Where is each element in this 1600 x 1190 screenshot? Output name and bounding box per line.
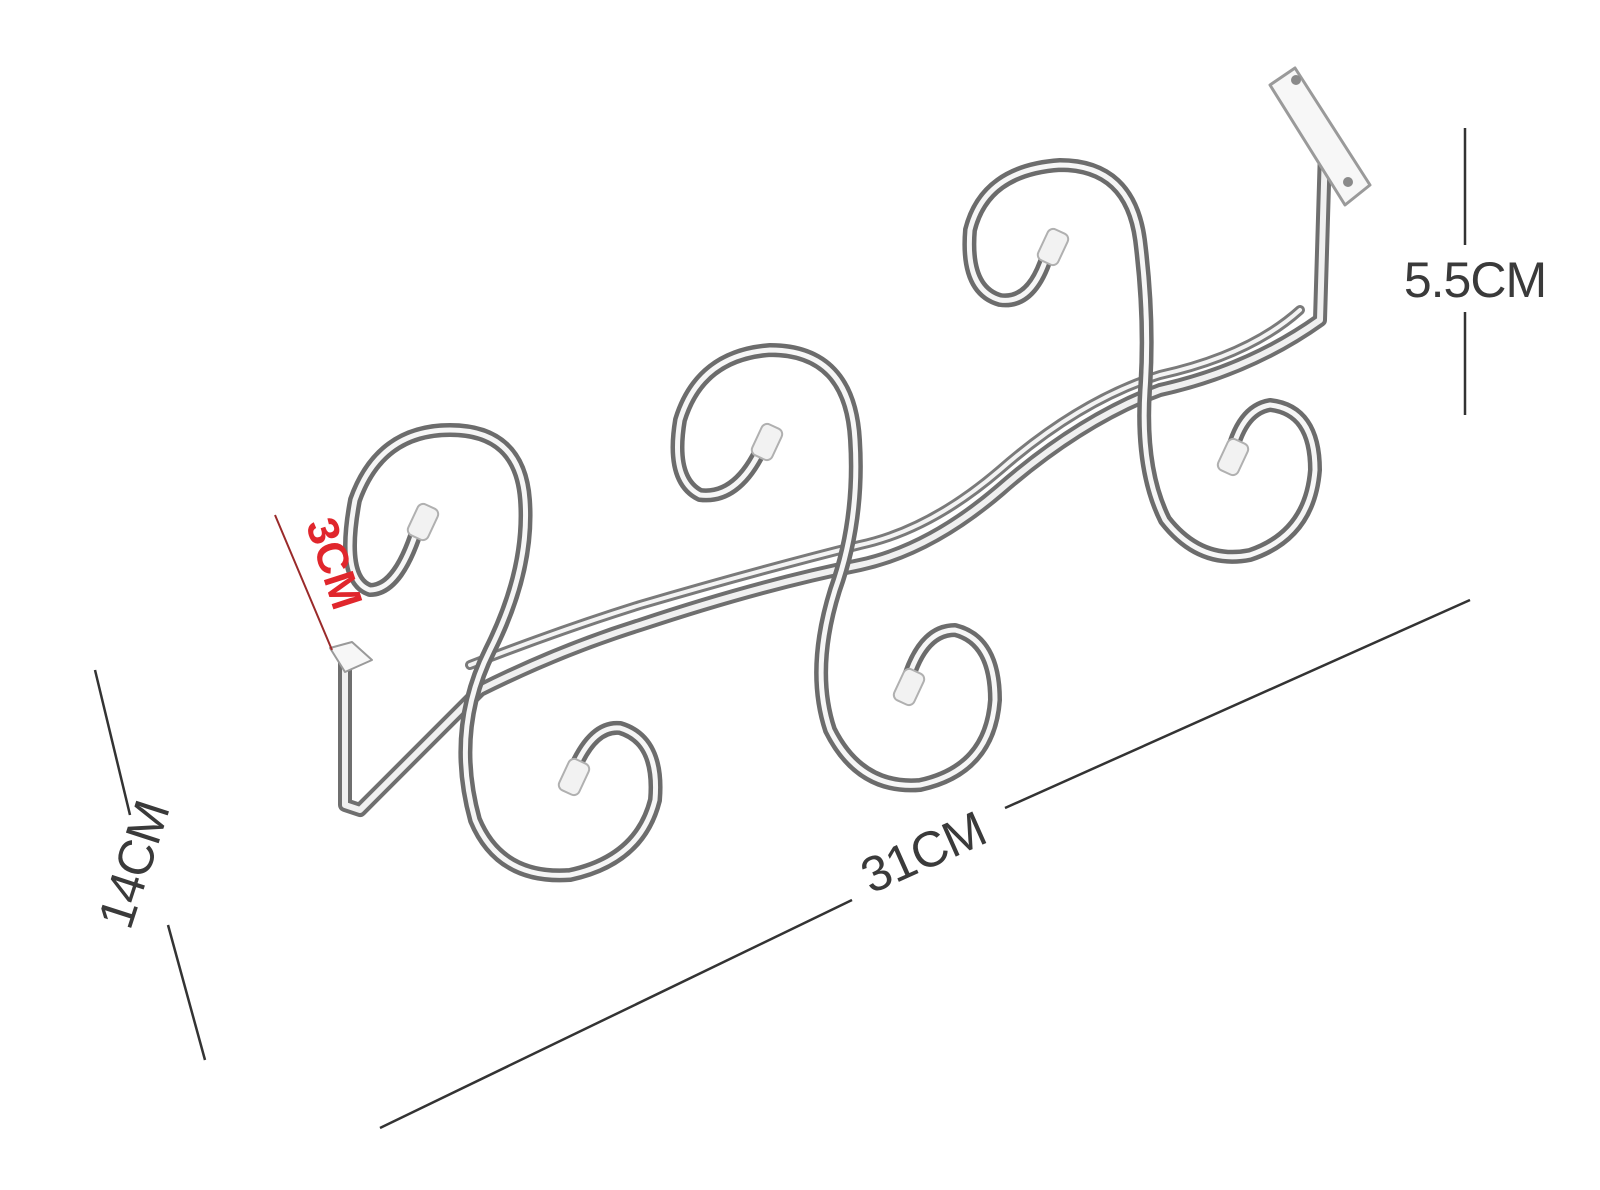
- left-mount-bracket: [329, 641, 373, 673]
- hook-caps: [406, 227, 1250, 797]
- length-dim-line-right: [1004, 598, 1471, 810]
- length-dim-label: 31CM: [853, 801, 994, 905]
- dimension-lines: [93, 128, 1471, 1130]
- height-dim-line-bottom: [166, 924, 207, 1061]
- height-dim-label: 14CM: [87, 795, 180, 935]
- s-hook-2: [670, 343, 1002, 793]
- main-bar: [338, 143, 1332, 817]
- s-hook-3: [962, 158, 1322, 564]
- rack-illustration: [329, 66, 1372, 883]
- length-dim-line-left: [379, 898, 853, 1130]
- s-hook-1: [343, 423, 663, 883]
- bracket-dim-label: 3CM: [296, 512, 371, 616]
- right-mount-bracket: [1268, 66, 1372, 207]
- height-dim-line-top: [93, 669, 132, 816]
- bracket-dim-line: [274, 514, 333, 651]
- depth-dim-label: 5.5CM: [1404, 252, 1546, 308]
